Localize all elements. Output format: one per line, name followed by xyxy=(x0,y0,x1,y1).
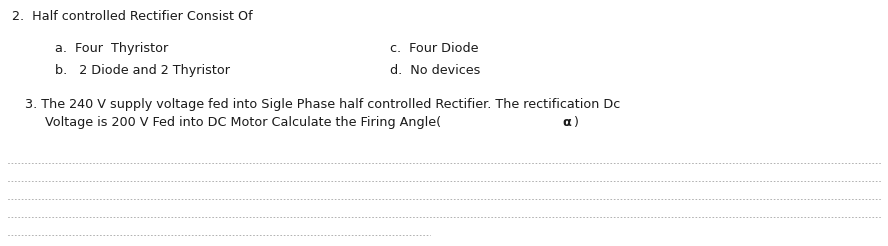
Text: c.  Four Diode: c. Four Diode xyxy=(390,42,479,55)
Text: ): ) xyxy=(574,116,578,129)
Text: Voltage is 200 V Fed into DC Motor Calculate the Firing Angle(: Voltage is 200 V Fed into DC Motor Calcu… xyxy=(25,116,441,129)
Text: b.   2 Diode and 2 Thyristor: b. 2 Diode and 2 Thyristor xyxy=(55,64,230,77)
Text: a.  Four  Thyristor: a. Four Thyristor xyxy=(55,42,168,55)
Text: 3. The 240 V supply voltage fed into Sigle Phase half controlled Rectifier. The : 3. The 240 V supply voltage fed into Sig… xyxy=(25,98,620,111)
Text: α: α xyxy=(0,245,1,246)
Text: α: α xyxy=(562,116,571,129)
Text: Voltage is 200 V Fed into DC Motor Calculate the Firing Angle(: Voltage is 200 V Fed into DC Motor Calcu… xyxy=(0,245,1,246)
Text: 2.  Half controlled Rectifier Consist Of: 2. Half controlled Rectifier Consist Of xyxy=(12,10,252,23)
Text: d.  No devices: d. No devices xyxy=(390,64,480,77)
